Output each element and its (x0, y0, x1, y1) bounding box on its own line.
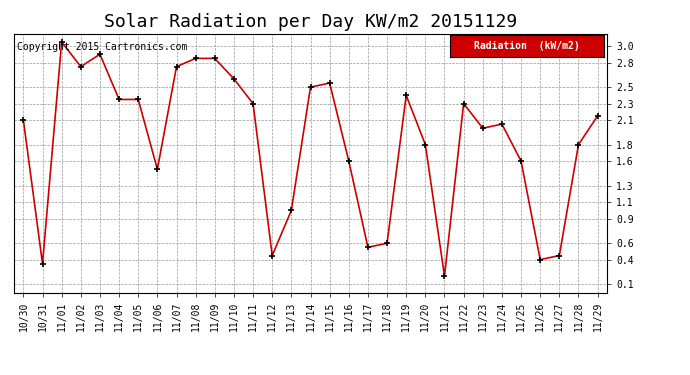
Title: Solar Radiation per Day KW/m2 20151129: Solar Radiation per Day KW/m2 20151129 (104, 13, 517, 31)
Text: Copyright 2015 Cartronics.com: Copyright 2015 Cartronics.com (17, 42, 187, 51)
